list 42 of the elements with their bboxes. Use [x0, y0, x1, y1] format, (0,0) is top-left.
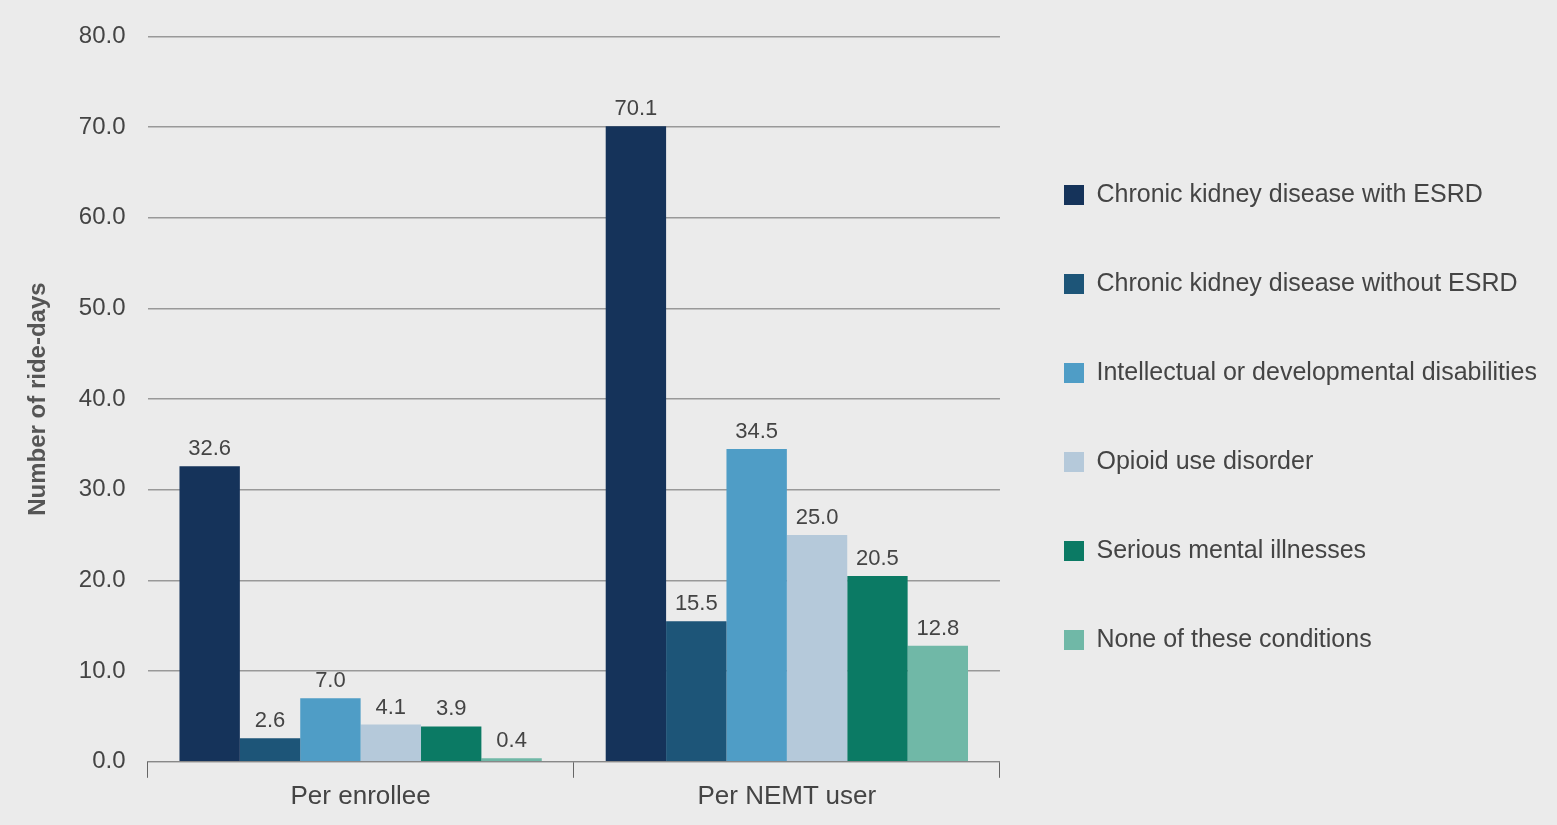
y-tick-label: 50.0	[78, 293, 126, 321]
data-label: 4.1	[375, 693, 407, 719]
legend-label: Chronic kidney disease without ESRD	[1096, 267, 1518, 296]
legend-label: Chronic kidney disease with ESRD	[1096, 178, 1483, 207]
legend-label: Opioid use disorder	[1096, 445, 1314, 474]
data-label: 0.4	[496, 727, 527, 753]
data-label: 70.1	[614, 95, 658, 121]
x-tick-label: Per enrollee	[290, 779, 431, 810]
y-axis-title: Number of ride-days	[23, 282, 51, 516]
y-tick-label: 20.0	[78, 565, 126, 593]
x-tick-label: Per NEMT user	[697, 779, 877, 810]
bar	[179, 466, 240, 762]
y-tick-label: 80.0	[78, 21, 126, 49]
legend-label: Intellectual or developmental disabilities	[1096, 356, 1537, 385]
bar	[907, 645, 969, 762]
bar	[421, 726, 482, 762]
data-label: 3.9	[435, 695, 467, 721]
data-label: 15.5	[674, 590, 718, 616]
bar	[481, 758, 542, 762]
y-tick-label: 40.0	[78, 383, 126, 411]
bar	[239, 738, 301, 762]
data-label: 25.0	[795, 504, 839, 530]
bar	[360, 724, 422, 762]
bar	[300, 698, 361, 762]
y-tick-label: 30.0	[78, 474, 126, 502]
data-label: 20.5	[856, 544, 899, 570]
legend-label: Serious mental illnesses	[1096, 534, 1367, 563]
bar	[786, 535, 848, 762]
data-label: 7.0	[315, 667, 346, 693]
bar	[847, 575, 908, 762]
data-label: 2.6	[254, 707, 286, 733]
y-tick-label: 10.0	[78, 655, 126, 683]
legend-label: None of these conditions	[1096, 623, 1372, 652]
data-label: 34.5	[735, 418, 779, 444]
data-label: 12.8	[916, 614, 960, 640]
y-tick-label: 70.0	[78, 111, 126, 139]
y-tick-label: 0.0	[92, 746, 126, 774]
bar	[666, 621, 727, 762]
bar	[726, 448, 787, 762]
y-tick-label: 60.0	[78, 202, 126, 230]
data-label: 32.6	[188, 435, 232, 461]
bar	[605, 126, 667, 762]
